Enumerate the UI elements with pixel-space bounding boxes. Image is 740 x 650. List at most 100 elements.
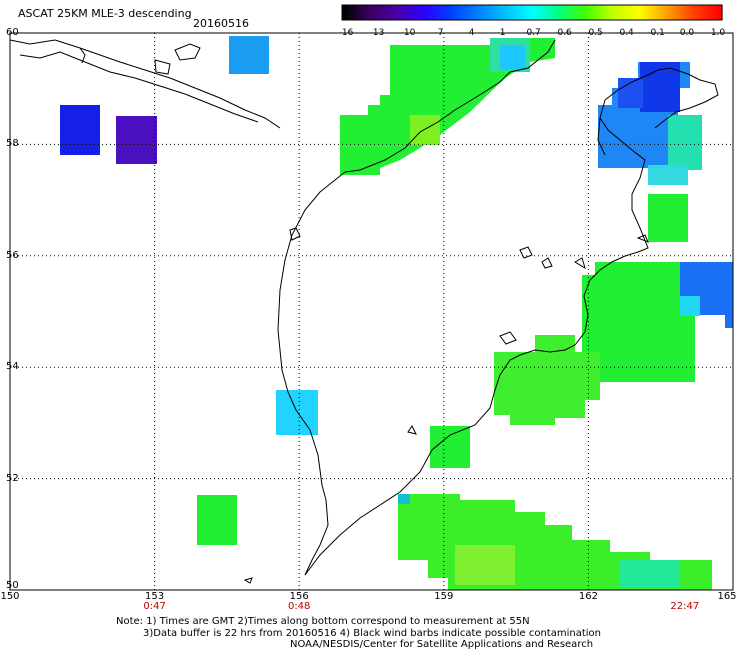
swath-cell [340, 38, 555, 175]
colorbar-segment [478, 5, 482, 20]
colorbar-segment [538, 5, 543, 20]
colorbar-segment [674, 5, 679, 20]
colorbar-label: -16 [338, 28, 354, 38]
colorbar-segment [430, 5, 435, 20]
colorbar-segment [481, 5, 486, 20]
lon-label: 156 [289, 591, 309, 602]
lon-label: 165 [717, 591, 737, 602]
lon-label: 159 [434, 591, 454, 602]
colorbar-segment [715, 5, 720, 20]
swath-cell [229, 36, 269, 74]
swath-cell [668, 115, 702, 170]
colorbar-segment [652, 5, 657, 20]
colorbar-segment [620, 5, 625, 20]
colorbar-segment [627, 5, 631, 20]
colorbar-segment [579, 5, 584, 20]
lon-label: 162 [578, 591, 598, 602]
colorbar-segment [364, 5, 368, 20]
colorbar-segment [342, 5, 346, 20]
colorbar-segment [497, 5, 501, 20]
colorbar-segment [418, 5, 422, 20]
colorbar-segment [684, 5, 688, 20]
colorbar-frame [341, 4, 723, 21]
colorbar-label: -0.6 [554, 28, 572, 38]
colorbar-segment [509, 5, 514, 20]
colorbar-segment [677, 5, 682, 20]
colorbar-label: -0.1 [647, 28, 665, 38]
colorbar-segment [532, 5, 536, 20]
colorbar-segment [414, 5, 419, 20]
pass-time-label: 22:47 [670, 601, 700, 612]
colorbar-segment [655, 5, 660, 20]
grid-lines [10, 33, 733, 590]
colorbar-segment [380, 5, 384, 20]
colorbar-segment [376, 5, 381, 20]
colorbar-segment [484, 5, 489, 20]
colorbar-label: -7 [434, 28, 444, 38]
pass-time-label: 0:48 [287, 601, 311, 612]
swath-cell [680, 296, 700, 316]
note-line-1: Note: 1) Times are GMT 2)Times along bot… [116, 616, 530, 627]
colorbar-segment [373, 5, 378, 20]
colorbar-segment [585, 5, 590, 20]
colorbar-segment [421, 5, 425, 20]
colorbar-segment [665, 5, 669, 20]
colorbar-segment [462, 5, 467, 20]
colorbar-segment [475, 5, 479, 20]
colorbar-segment [405, 5, 410, 20]
colorbar-segment [383, 5, 387, 20]
map-date: 20160516 [193, 17, 249, 30]
colorbar-segment [456, 5, 460, 20]
colorbar-segment [345, 5, 349, 20]
colorbar-segment [703, 5, 707, 20]
colorbar-segment [595, 5, 600, 20]
colorbar-segment [680, 5, 685, 20]
colorbar-segment [687, 5, 691, 20]
colorbar-segment [696, 5, 701, 20]
colorbar-segment [573, 5, 577, 20]
colorbar-label: -10 [400, 28, 416, 38]
colorbar-label: 0.0 [679, 28, 695, 38]
note-line-3: NOAA/NESDIS/Center for Satellite Applica… [290, 639, 594, 650]
colorbar-segment [487, 5, 492, 20]
swath-cell [455, 545, 515, 585]
swath-cell [60, 105, 100, 155]
colorbar-segment [357, 5, 362, 20]
colorbar-segment [604, 5, 609, 20]
colorbar-segment [370, 5, 375, 20]
colorbar-segment [459, 5, 463, 20]
data-swaths [60, 36, 733, 590]
swath-cell [620, 560, 680, 588]
colorbar-label: -0.4 [616, 28, 634, 38]
colorbar-segment [633, 5, 638, 20]
swath-cell [494, 335, 600, 425]
colorbar-segment [649, 5, 653, 20]
colorbar-segment [452, 5, 457, 20]
lat-label: 60 [6, 27, 19, 38]
colorbar-segment [367, 5, 372, 20]
colorbar-segment [576, 5, 581, 20]
colorbar-segment [614, 5, 619, 20]
colorbar [341, 4, 723, 21]
colorbar-label: -1 [496, 28, 506, 38]
map-frame [9, 32, 734, 591]
lon-label: 153 [145, 591, 165, 602]
swath-cell [116, 116, 157, 164]
colorbar-segment [560, 5, 565, 20]
colorbar-segment [392, 5, 397, 20]
colorbar-segment [636, 5, 641, 20]
colorbar-label: -13 [369, 28, 385, 38]
colorbar-segment [718, 5, 723, 20]
colorbar-segment [522, 5, 527, 20]
colorbar-segment [551, 5, 555, 20]
colorbar-segment [639, 5, 644, 20]
colorbar-segment [348, 5, 353, 20]
colorbar-segment [399, 5, 403, 20]
colorbar-segment [690, 5, 695, 20]
colorbar-segment [516, 5, 520, 20]
colorbar-segment [433, 5, 438, 20]
swath-cell [410, 115, 440, 145]
colorbar-segment [709, 5, 714, 20]
coastline [9, 39, 719, 584]
